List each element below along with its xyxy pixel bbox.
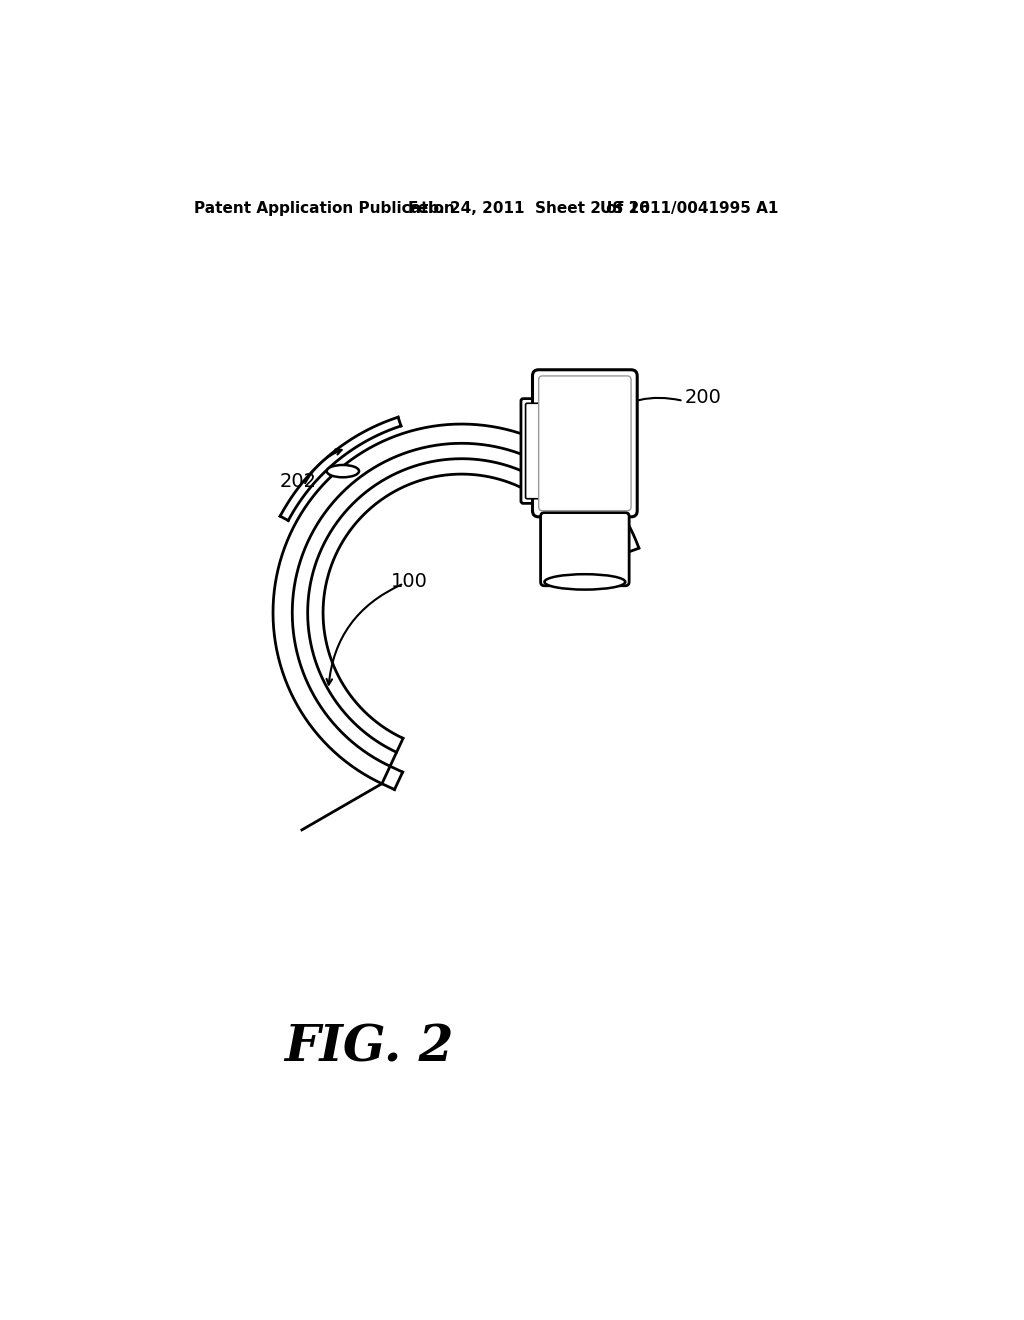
Text: 200: 200 (685, 388, 722, 407)
FancyBboxPatch shape (541, 512, 629, 586)
FancyBboxPatch shape (532, 370, 637, 517)
Text: Feb. 24, 2011  Sheet 2 of 16: Feb. 24, 2011 Sheet 2 of 16 (408, 201, 649, 216)
Text: FIG. 2: FIG. 2 (285, 1023, 454, 1072)
FancyBboxPatch shape (521, 399, 564, 503)
FancyBboxPatch shape (539, 376, 631, 511)
Text: US 2011/0041995 A1: US 2011/0041995 A1 (600, 201, 778, 216)
Ellipse shape (327, 465, 359, 478)
FancyBboxPatch shape (525, 404, 559, 499)
Text: 100: 100 (391, 573, 428, 591)
Text: 202: 202 (280, 473, 316, 491)
Text: Patent Application Publication: Patent Application Publication (194, 201, 455, 216)
Ellipse shape (545, 574, 626, 590)
